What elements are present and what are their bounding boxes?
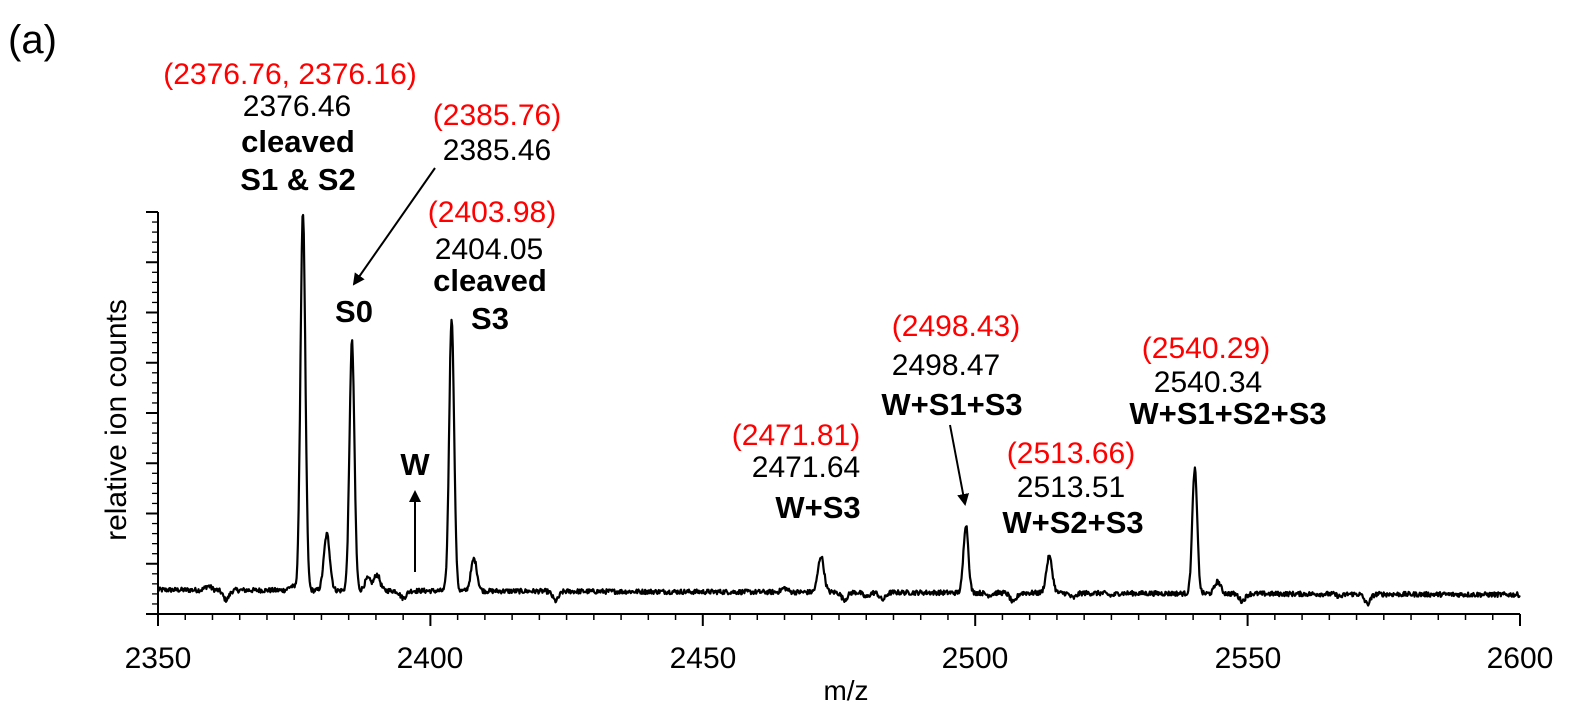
y-axis-ticks xyxy=(146,211,158,615)
peak-assignment-label: cleaved xyxy=(241,124,355,159)
predicted-mass-label: (2471.81) xyxy=(732,419,860,452)
measured-mass-label: 2513.51 xyxy=(1017,471,1125,504)
spectrum-trace xyxy=(156,213,1521,607)
x-tick-labels: 2350 2400 2450 2500 2550 2600 xyxy=(125,642,1554,675)
annotation-w-s1-s2-s3: (2540.29) 2540.34 W+S1+S2+S3 xyxy=(1129,332,1326,431)
arrow-to-w-s1-s3-peak xyxy=(949,424,970,506)
annotation-s0: (2385.76) 2385.46 S0 xyxy=(335,99,561,329)
predicted-mass-label: (2498.43) xyxy=(892,310,1020,343)
annotation-cleaved-s1-s2: (2376.76, 2376.16) 2376.46 cleaved S1 & … xyxy=(163,58,417,197)
annotation-w-s2-s3: (2513.66) 2513.51 W+S2+S3 xyxy=(1002,437,1143,540)
measured-mass-label: 2385.46 xyxy=(443,134,551,167)
x-tick-label-2350: 2350 xyxy=(125,642,192,675)
x-tick-label-2400: 2400 xyxy=(397,642,464,675)
x-axis-label: m/z xyxy=(823,675,868,706)
peak-assignment-label: W+S1+S3 xyxy=(881,387,1022,422)
peak-assignment-label: cleaved xyxy=(433,263,547,298)
x-tick-label-2600: 2600 xyxy=(1487,642,1554,675)
arrow-to-s0-peak xyxy=(352,167,436,286)
y-axis-label: relative ion counts xyxy=(100,299,133,541)
x-tick-label-2450: 2450 xyxy=(670,642,737,675)
measured-mass-label: 2471.64 xyxy=(752,451,860,484)
predicted-mass-label: (2403.98) xyxy=(428,196,556,229)
annotation-w: W xyxy=(400,447,430,572)
x-tick-label-2550: 2550 xyxy=(1215,642,1282,675)
measured-mass-label: 2404.05 xyxy=(435,233,543,266)
peak-assignment-label: W+S3 xyxy=(775,490,860,525)
x-tick-label-2500: 2500 xyxy=(942,642,1009,675)
peak-assignment-label: W xyxy=(400,447,430,482)
predicted-mass-label: (2540.29) xyxy=(1142,332,1270,365)
panel-label: (a) xyxy=(8,18,57,62)
peak-assignment-label: S3 xyxy=(471,301,509,336)
peak-assignment-label: W+S1+S2+S3 xyxy=(1129,396,1326,431)
x-axis-ticks xyxy=(157,614,1521,626)
predicted-mass-label: (2513.66) xyxy=(1007,437,1135,470)
measured-mass-label: 2498.47 xyxy=(892,349,1000,382)
predicted-mass-label: (2385.76) xyxy=(433,99,561,132)
measured-mass-label: 2540.34 xyxy=(1154,366,1262,399)
peak-assignment-label: S1 & S2 xyxy=(240,162,355,197)
peak-assignment-label: W+S2+S3 xyxy=(1002,505,1143,540)
peak-assignment-label: S0 xyxy=(335,294,373,329)
annotation-cleaved-s3: (2403.98) 2404.05 cleaved S3 xyxy=(428,196,556,336)
annotation-w-s1-s3: (2498.43) 2498.47 W+S1+S3 xyxy=(881,310,1023,506)
predicted-mass-label: (2376.76, 2376.16) xyxy=(163,58,417,91)
measured-mass-label: 2376.46 xyxy=(243,90,351,123)
annotation-w-s3: (2471.81) 2471.64 W+S3 xyxy=(732,419,861,525)
